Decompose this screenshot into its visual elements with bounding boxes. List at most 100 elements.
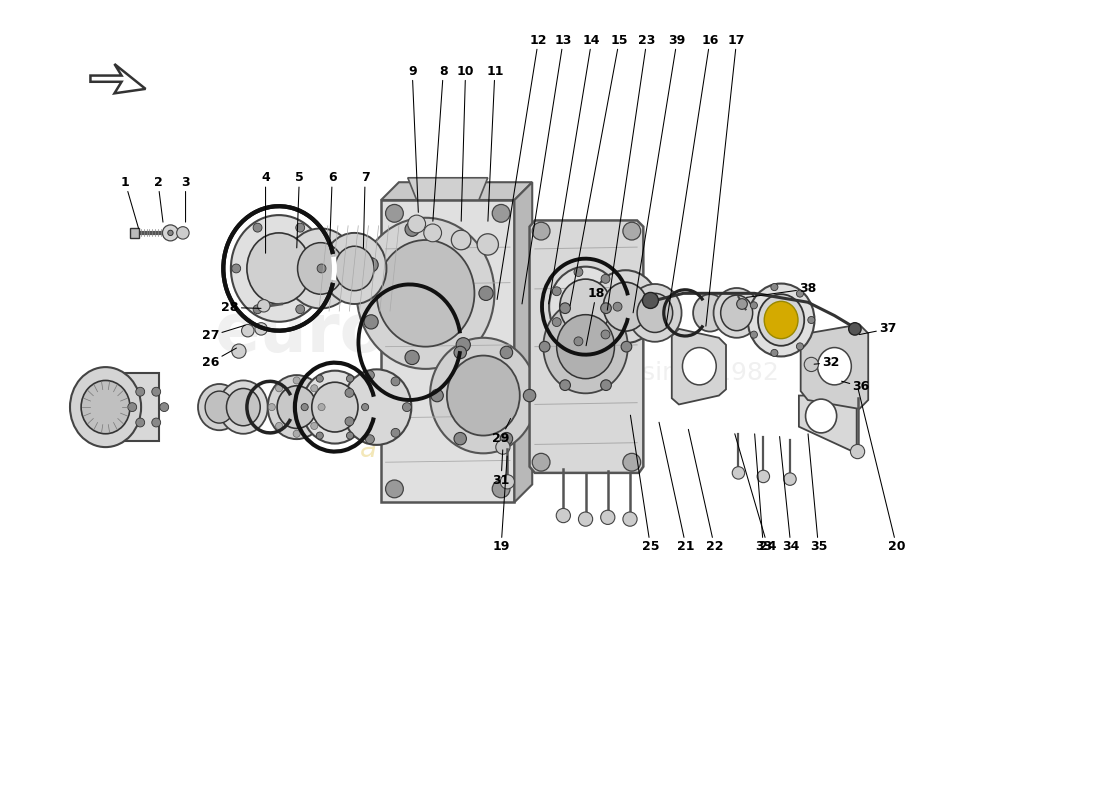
Circle shape [301,403,308,410]
Circle shape [579,512,593,526]
Circle shape [268,403,275,410]
Circle shape [796,290,803,297]
Circle shape [152,387,161,396]
Ellipse shape [342,370,411,445]
Text: 19: 19 [493,456,509,553]
Circle shape [253,305,262,314]
Circle shape [804,358,818,371]
Circle shape [454,346,466,358]
Circle shape [346,375,353,382]
Text: 24: 24 [735,434,777,553]
Circle shape [524,390,536,402]
Circle shape [478,286,493,301]
Circle shape [310,385,318,392]
Text: 39: 39 [634,34,685,313]
Ellipse shape [356,218,494,369]
Text: 20: 20 [858,390,905,553]
Ellipse shape [334,246,374,290]
Text: 23: 23 [607,34,656,310]
Circle shape [346,432,353,439]
Text: 31: 31 [493,450,509,486]
Text: 12: 12 [497,34,547,299]
Circle shape [293,430,300,438]
Circle shape [275,422,283,430]
Text: a passion for...: a passion for... [360,435,562,463]
Polygon shape [529,221,644,473]
Circle shape [850,445,865,458]
Circle shape [623,222,640,240]
Text: 6: 6 [328,171,337,246]
Circle shape [496,440,510,454]
Circle shape [316,375,323,382]
Ellipse shape [557,314,615,378]
Polygon shape [408,178,487,200]
Circle shape [345,417,354,426]
Circle shape [574,337,583,346]
Text: 8: 8 [433,65,448,222]
Circle shape [557,509,571,522]
Text: 38: 38 [747,282,816,298]
Circle shape [405,350,419,365]
Circle shape [316,432,323,439]
Circle shape [500,346,513,358]
Polygon shape [131,227,140,238]
Ellipse shape [805,399,837,433]
Ellipse shape [549,266,621,346]
Text: 15: 15 [570,34,628,306]
Circle shape [737,298,747,310]
Circle shape [750,302,758,309]
Circle shape [135,418,145,427]
Ellipse shape [267,375,326,439]
Ellipse shape [693,294,727,331]
Circle shape [386,205,404,222]
Circle shape [296,223,305,232]
Circle shape [456,338,471,352]
Ellipse shape [322,233,386,304]
Ellipse shape [277,386,316,429]
Circle shape [163,225,178,241]
Polygon shape [515,182,532,502]
Text: 29: 29 [493,418,510,445]
Polygon shape [799,395,857,454]
Ellipse shape [198,384,241,430]
Circle shape [601,510,615,525]
Circle shape [310,422,318,430]
Circle shape [560,303,571,314]
Text: 11: 11 [486,65,504,222]
Circle shape [623,454,640,471]
Circle shape [296,305,305,314]
Ellipse shape [246,233,311,304]
Ellipse shape [70,367,141,447]
Text: 27: 27 [201,326,245,342]
Circle shape [601,274,610,283]
Ellipse shape [301,370,368,443]
Text: 17: 17 [706,34,746,326]
Text: 2: 2 [154,176,163,222]
Ellipse shape [376,240,474,346]
Ellipse shape [451,230,471,250]
Circle shape [574,267,583,277]
Text: 37: 37 [859,322,896,335]
Circle shape [601,330,610,339]
Circle shape [750,331,758,338]
Text: 9: 9 [408,65,418,212]
Circle shape [232,344,246,358]
Circle shape [318,403,326,410]
Text: 1: 1 [121,176,139,229]
Ellipse shape [430,338,537,454]
Circle shape [365,434,374,444]
Circle shape [733,466,745,479]
Circle shape [408,215,426,233]
Text: 14: 14 [549,34,601,304]
Circle shape [152,418,161,427]
Circle shape [177,226,189,239]
Text: 3: 3 [182,176,190,222]
Circle shape [552,318,561,326]
Circle shape [257,299,270,312]
Circle shape [771,283,778,290]
Polygon shape [91,374,158,441]
Text: 35: 35 [808,434,827,553]
Circle shape [232,264,241,273]
Circle shape [539,342,550,352]
Ellipse shape [817,347,851,385]
